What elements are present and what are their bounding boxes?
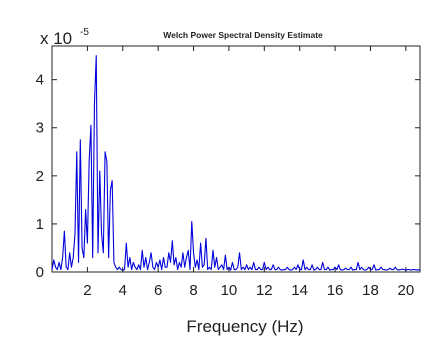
y-axis: 0 1 2 3 4	[36, 72, 420, 281]
y-tick-label: 0	[36, 264, 44, 281]
y-scale-base: x 10	[40, 29, 72, 48]
x-tick-label: 4	[119, 282, 127, 299]
x-axis-label: Frequency (Hz)	[186, 317, 303, 336]
x-tick-label: 6	[154, 282, 162, 299]
x-axis: 2 4 6 8 10 12 14 16 18 20	[83, 46, 414, 299]
plot-frame	[51, 45, 421, 273]
x-tick-label: 10	[221, 282, 238, 299]
x-tick-label: 14	[291, 282, 308, 299]
series-layer	[51, 55, 421, 272]
x-tick-label: 2	[83, 282, 91, 299]
psd-series-line	[51, 55, 421, 272]
y-scale-exponent: -5	[80, 27, 89, 38]
y-tick-label: 2	[36, 168, 44, 185]
y-scale-factor: x 10 -5	[40, 27, 89, 48]
plot-area	[51, 45, 421, 273]
x-tick-label: 20	[398, 282, 415, 299]
y-tick-label: 1	[36, 216, 44, 233]
y-tick-label: 3	[36, 120, 44, 137]
x-tick-label: 12	[256, 282, 273, 299]
x-tick-label: 16	[327, 282, 344, 299]
y-tick-label: 4	[36, 72, 44, 89]
x-tick-label: 8	[189, 282, 197, 299]
chart-title: Welch Power Spectral Density Estimate	[163, 30, 323, 40]
x-tick-label: 18	[362, 282, 379, 299]
